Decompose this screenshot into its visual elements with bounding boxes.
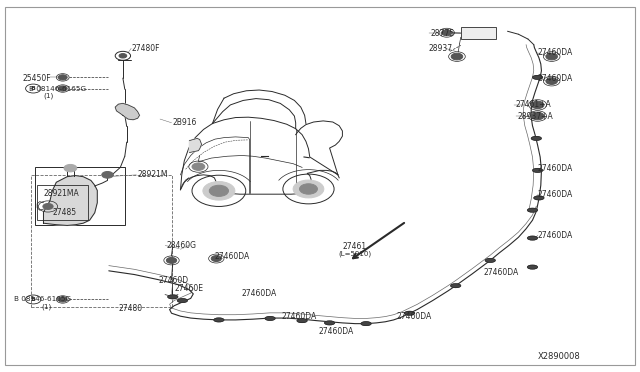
- Text: 27460DA: 27460DA: [538, 74, 573, 83]
- Circle shape: [58, 297, 67, 302]
- Ellipse shape: [533, 169, 542, 172]
- Circle shape: [58, 86, 67, 91]
- Bar: [35, 167, 125, 225]
- Ellipse shape: [532, 137, 541, 140]
- Polygon shape: [189, 138, 202, 153]
- Circle shape: [531, 112, 544, 120]
- Circle shape: [209, 185, 228, 196]
- Circle shape: [192, 163, 205, 170]
- Circle shape: [546, 53, 557, 60]
- Text: 27460DA: 27460DA: [214, 252, 250, 261]
- Bar: [461, 27, 496, 39]
- Text: 27460DA: 27460DA: [538, 48, 573, 57]
- Text: B 08146-6165G: B 08146-6165G: [14, 296, 71, 302]
- Bar: [37, 185, 88, 220]
- Circle shape: [43, 203, 53, 209]
- Ellipse shape: [528, 237, 537, 240]
- Text: X2890008: X2890008: [538, 352, 580, 361]
- Circle shape: [546, 78, 557, 84]
- Ellipse shape: [451, 284, 460, 287]
- Text: 28921MA: 28921MA: [44, 189, 79, 198]
- Text: 28775: 28775: [430, 29, 454, 38]
- Circle shape: [119, 54, 127, 58]
- Text: 25450F: 25450F: [22, 74, 51, 83]
- Text: B: B: [31, 86, 36, 91]
- Ellipse shape: [214, 318, 223, 321]
- Text: 28921M: 28921M: [138, 170, 168, 179]
- Text: 27460DA: 27460DA: [282, 312, 317, 321]
- Text: 27460E: 27460E: [174, 284, 203, 293]
- Ellipse shape: [534, 196, 543, 199]
- Text: B: B: [31, 297, 36, 302]
- Text: (L=5910): (L=5910): [338, 250, 371, 257]
- Circle shape: [166, 257, 177, 263]
- Ellipse shape: [532, 103, 541, 106]
- Text: 27480: 27480: [118, 304, 143, 312]
- Ellipse shape: [405, 312, 414, 315]
- Ellipse shape: [298, 319, 307, 322]
- Ellipse shape: [528, 266, 537, 269]
- Text: 27480F: 27480F: [131, 44, 160, 53]
- Text: 28937: 28937: [429, 44, 453, 53]
- Circle shape: [451, 53, 463, 60]
- Circle shape: [293, 180, 324, 198]
- Text: 27460DA: 27460DA: [483, 268, 518, 277]
- Ellipse shape: [266, 317, 275, 320]
- Circle shape: [203, 182, 235, 200]
- Ellipse shape: [325, 321, 334, 324]
- Ellipse shape: [486, 259, 495, 262]
- Ellipse shape: [528, 208, 537, 212]
- Circle shape: [64, 164, 77, 172]
- Polygon shape: [44, 176, 97, 225]
- Circle shape: [300, 184, 317, 194]
- Circle shape: [531, 101, 544, 109]
- Text: 27460D: 27460D: [159, 276, 189, 285]
- Polygon shape: [115, 103, 140, 120]
- Text: 27485: 27485: [52, 208, 77, 217]
- Text: 27460DA: 27460DA: [538, 190, 573, 199]
- Circle shape: [442, 30, 452, 36]
- Text: (1): (1): [42, 304, 52, 310]
- Circle shape: [102, 171, 113, 178]
- Ellipse shape: [362, 322, 371, 325]
- Text: 28937+A: 28937+A: [517, 112, 553, 121]
- Text: 27460DA: 27460DA: [319, 327, 354, 336]
- Bar: [31, 175, 172, 307]
- Text: (1): (1): [44, 93, 54, 99]
- Text: 27460DA: 27460DA: [397, 312, 432, 321]
- Text: 27461+A: 27461+A: [515, 100, 551, 109]
- Text: 28460G: 28460G: [166, 241, 196, 250]
- Text: 27461: 27461: [342, 242, 367, 251]
- Circle shape: [211, 256, 221, 262]
- Text: 2B916: 2B916: [173, 118, 197, 127]
- Text: 27460DA: 27460DA: [538, 164, 573, 173]
- Text: B 08146-6165G: B 08146-6165G: [29, 86, 86, 92]
- Text: 27460DA: 27460DA: [242, 289, 277, 298]
- Text: 27460DA: 27460DA: [538, 231, 573, 240]
- Circle shape: [58, 75, 67, 80]
- Ellipse shape: [168, 295, 177, 298]
- Ellipse shape: [178, 299, 187, 302]
- Ellipse shape: [533, 76, 542, 79]
